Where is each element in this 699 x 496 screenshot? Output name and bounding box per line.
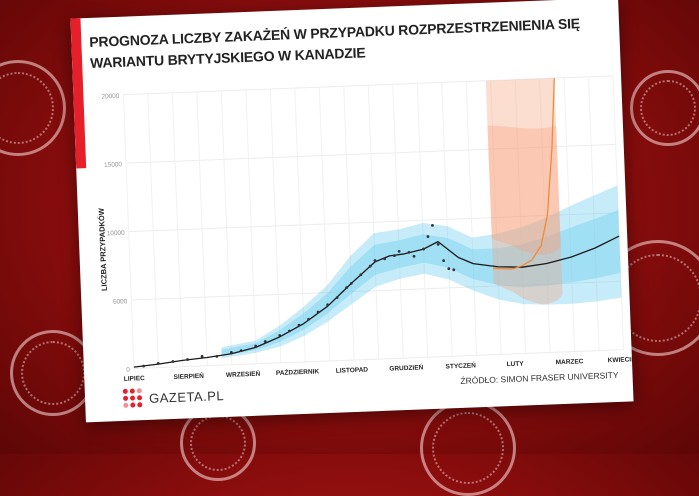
data-point [426,235,430,238]
virus-decoration [0,60,66,156]
x-tick-label: LUTY [507,361,525,369]
confidence-band-inner [221,210,621,356]
series-line [133,235,620,368]
grid-line [490,80,502,355]
x-tick-label: MARZEC [556,358,584,366]
x-tick-label: PAŹDZIERNIK [276,366,320,377]
x-tick-label: STYCZEŃ [445,360,476,370]
data-point [171,360,175,363]
y-axis-label: LICZBA PRZYPADKÓW [97,207,109,291]
grid-line [563,77,576,352]
data-point [229,351,233,354]
data-point [287,329,291,333]
data-point [307,317,310,321]
data-point [142,364,146,368]
series-line [492,78,555,270]
y-tick-label: 10000 [107,230,126,238]
grid-line [612,75,625,350]
data-point [407,250,411,254]
data-point [186,358,189,361]
grid-line [514,79,527,354]
infographic-card: PROGNOZA LICZBY ZAKAŻEŃ W PRZYPADKU ROZP… [70,0,634,423]
x-tick-label: LIPIEC [124,375,146,383]
grid-line [294,88,306,362]
data-point [392,254,396,258]
grid-line [392,84,404,359]
data-point [316,310,320,314]
grid-line [318,87,331,361]
y-tick-label: 20000 [101,93,120,101]
virus-decoration [630,70,699,146]
grid-line [465,81,478,356]
x-tick-label: KWIECIEŃ [608,354,634,364]
data-point [447,267,451,271]
x-tick-label: GRUDZIEŃ [389,362,424,372]
chart: 0 5000 10000 15000 20000 LIPIEC SIERPIEŃ WRZES… [97,75,634,383]
data-point [345,286,348,290]
data-point [335,296,339,300]
y-tick-label: 15000 [104,161,123,169]
data-point [326,303,330,307]
data-point [412,254,416,258]
data-point [156,362,160,365]
data-point [383,257,387,261]
grid-line [269,89,282,363]
x-tick-label: SIERPIEŃ [173,371,204,381]
data-point [215,354,219,358]
virus-decoration [420,400,516,496]
grid-line [588,76,600,351]
data-point [422,247,425,251]
data-point [278,334,282,337]
chart-lines [133,78,620,368]
grid-line [196,91,208,366]
grid-line [171,92,184,367]
chart-grid [122,75,625,369]
confidence-bands [221,78,622,359]
grid-line [539,78,551,353]
data-point [436,242,440,246]
x-tick-label: WRZESIEŃ [226,369,261,379]
data-point [254,344,258,348]
logo-text: GAZETA.PL [148,387,225,406]
x-tick-label: LISTOPAD [336,366,369,374]
gazeta-logo: GAZETA.PL [122,385,225,409]
grid-line [220,90,233,365]
data-point [239,349,243,353]
y-axis: 0 5000 10000 15000 20000 [101,93,130,374]
y-tick-label: 0 [126,367,130,374]
confidence-band [485,78,563,305]
data-point [263,340,267,343]
confidence-band [221,185,622,359]
grid-line [441,82,453,357]
data-point [373,259,377,262]
data-point [442,259,446,263]
x-axis: LIPIEC SIERPIEŃ WRZESIEŃ PAŹDZIERNIK LISTOPA… [124,354,634,383]
grid-line [147,93,159,368]
data-point [431,224,434,227]
grid-line [122,94,135,369]
data-point [368,264,372,268]
grid-line [416,83,429,358]
data-point [297,323,301,327]
data-point [397,249,401,253]
confidence-band-inner [487,125,561,256]
observations [142,224,456,368]
data-point [359,273,363,277]
grid-line [367,85,380,360]
grid-line [343,86,355,361]
grid-line [245,89,257,364]
data-point [349,281,353,285]
data-point [452,268,456,272]
data-point [200,354,204,358]
y-tick-label: 5000 [113,298,128,306]
logo-icon [122,388,144,409]
